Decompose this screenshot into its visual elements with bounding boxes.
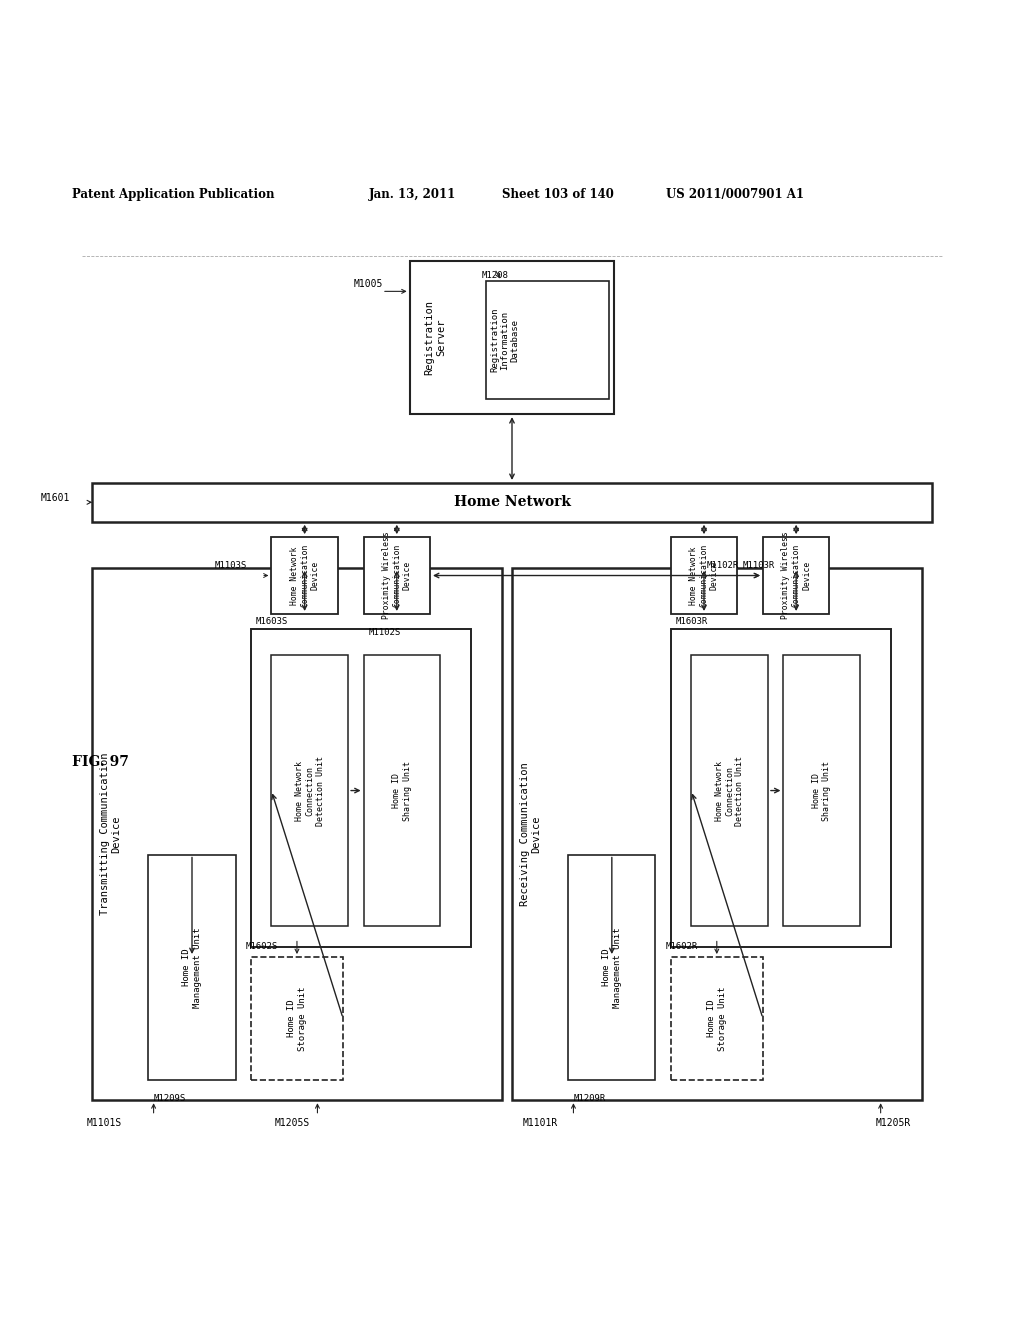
Bar [271, 655, 348, 927]
Text: M1205S: M1205S [274, 1118, 309, 1127]
Text: Home ID
Storage Unit: Home ID Storage Unit [708, 986, 726, 1051]
Text: M1601: M1601 [41, 494, 71, 503]
Text: Home ID
Management Unit: Home ID Management Unit [182, 927, 202, 1007]
Bar [271, 537, 338, 614]
Text: Jan. 13, 2011: Jan. 13, 2011 [369, 187, 456, 201]
Text: Home Network
Communication
Device: Home Network Communication Device [689, 544, 719, 607]
Bar [148, 854, 236, 1080]
Bar [671, 537, 737, 614]
Text: Registration
Information
Database: Registration Information Database [489, 308, 520, 372]
Text: Home Network
Connection
Detection Unit: Home Network Connection Detection Unit [295, 755, 325, 825]
Text: Transmitting Communication
Device: Transmitting Communication Device [99, 752, 122, 915]
Text: Proximity Wireless
Communication
Device: Proximity Wireless Communication Device [382, 532, 412, 619]
Text: M1101S: M1101S [87, 1118, 122, 1127]
Bar [92, 483, 932, 521]
Text: M1103S: M1103S [215, 561, 247, 570]
Text: M1005: M1005 [353, 279, 383, 289]
Bar [92, 568, 502, 1101]
Text: Receiving Communication
Device: Receiving Communication Device [519, 762, 542, 906]
Text: Home Network: Home Network [454, 495, 570, 510]
Text: US 2011/0007901 A1: US 2011/0007901 A1 [666, 187, 804, 201]
Text: M1602S: M1602S [246, 942, 278, 952]
Text: M1209S: M1209S [154, 1094, 185, 1102]
Bar [251, 957, 343, 1080]
Bar [251, 630, 471, 946]
Text: M1209R: M1209R [573, 1094, 605, 1102]
Text: Home Network
Communication
Device: Home Network Communication Device [290, 544, 319, 607]
Bar [691, 655, 768, 927]
Bar [671, 630, 891, 946]
Text: M1602R: M1602R [666, 942, 697, 952]
Text: M1101R: M1101R [522, 1118, 557, 1127]
Text: M1102S: M1102S [369, 628, 400, 636]
Text: M1103R: M1103R [742, 561, 774, 570]
Text: FIG. 97: FIG. 97 [72, 755, 129, 770]
Text: Home ID
Sharing Unit: Home ID Sharing Unit [392, 760, 412, 821]
Text: M1102R: M1102R [707, 561, 738, 570]
Text: Sheet 103 of 140: Sheet 103 of 140 [502, 187, 613, 201]
Bar [512, 568, 922, 1101]
Text: Patent Application Publication: Patent Application Publication [72, 187, 274, 201]
Bar [783, 655, 860, 927]
Bar [671, 957, 763, 1080]
Bar [364, 655, 440, 927]
Text: M1205R: M1205R [877, 1118, 911, 1127]
Bar [763, 537, 829, 614]
Text: Home ID
Storage Unit: Home ID Storage Unit [288, 986, 306, 1051]
Text: Proximity Wireless
Communication
Device: Proximity Wireless Communication Device [781, 532, 811, 619]
Bar [410, 260, 614, 414]
Text: Home Network
Connection
Detection Unit: Home Network Connection Detection Unit [715, 755, 744, 825]
Text: Home ID
Management Unit: Home ID Management Unit [602, 927, 622, 1007]
Bar [568, 854, 655, 1080]
Text: M1603R: M1603R [676, 616, 708, 626]
Text: M1603S: M1603S [256, 616, 288, 626]
Text: M1208: M1208 [481, 272, 508, 281]
Bar [364, 537, 430, 614]
Text: Home ID
Sharing Unit: Home ID Sharing Unit [812, 760, 831, 821]
Text: Registration
Server: Registration Server [424, 300, 446, 375]
Bar [486, 281, 609, 399]
